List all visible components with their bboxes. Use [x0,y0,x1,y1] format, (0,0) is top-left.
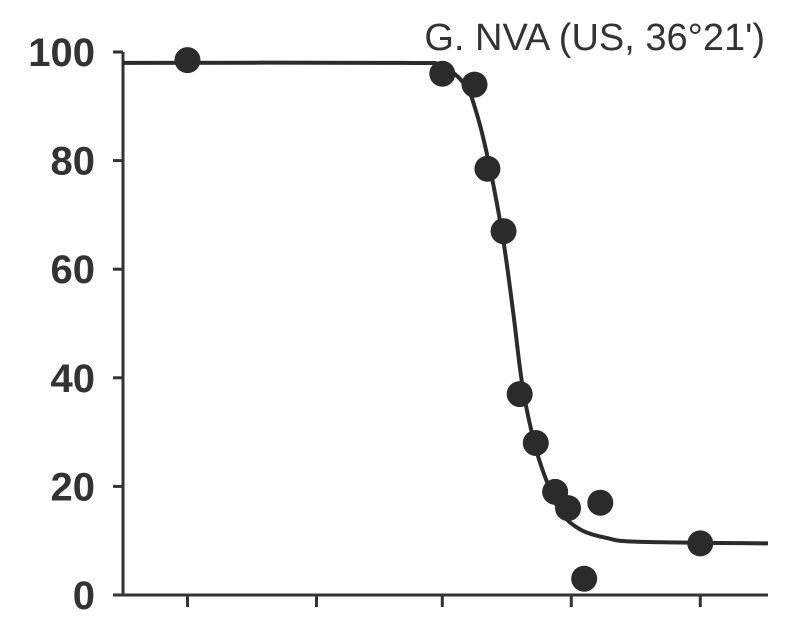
data-point [522,429,549,456]
data-point [587,489,614,516]
data-point [174,47,201,74]
y-tick-label: 40 [51,357,96,401]
data-points [174,47,714,592]
data-point [474,155,501,182]
data-point [687,530,714,557]
y-tick-label: 0 [73,574,95,617]
axes: 0 20 40 60 80 100 [28,31,768,617]
data-point [571,565,598,592]
data-point [506,381,533,408]
chart-title: G. NVA (US, 36°21') [424,17,765,59]
fit-curve-layer [122,60,769,546]
y-tick-label: 100 [28,31,95,75]
y-tick-label: 60 [51,248,96,292]
data-point [490,218,517,245]
data-point [461,71,488,98]
y-tick-label: 20 [51,465,96,509]
data-point [429,60,456,87]
data-point [555,495,582,522]
fit-curve [122,60,769,546]
y-tick-label: 80 [51,140,96,184]
